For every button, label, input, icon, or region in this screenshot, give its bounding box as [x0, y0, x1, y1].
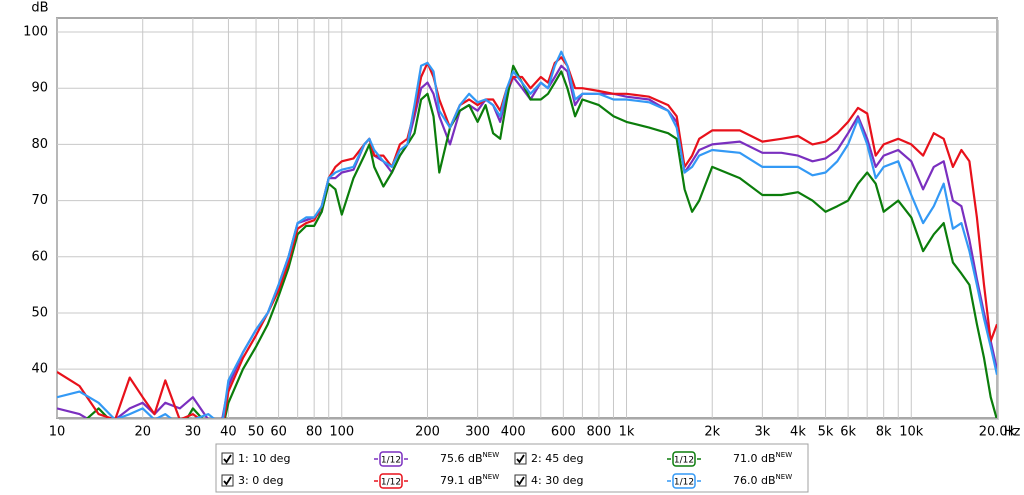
x-tick-label: 5k [818, 425, 834, 440]
legend-checkmark [223, 454, 232, 464]
legend-checkmark [516, 476, 525, 486]
x-tick-label: 10k [899, 425, 924, 440]
x-tick-label: 100 [329, 425, 354, 440]
x-tick-label: 20 [134, 425, 151, 440]
y-tick-label: 70 [31, 193, 48, 208]
x-tick-label: 50 [248, 425, 265, 440]
x-tick-label: 30 [185, 425, 202, 440]
y-tick-label: 60 [31, 249, 48, 264]
x-tick-label: 10 [49, 425, 66, 440]
smoothing-label: 1/12 [381, 456, 401, 466]
x-tick-label: 200 [415, 425, 440, 440]
x-tick-label: 300 [465, 425, 490, 440]
x-tick-label: 600 [551, 425, 576, 440]
x-tick-label: 60 [270, 425, 287, 440]
legend-checkmark [223, 476, 232, 486]
plot-area [56, 17, 998, 419]
legend-level: 75.6 dBNEW [440, 451, 499, 465]
smoothing-box[interactable] [672, 451, 696, 467]
x-tick-label: 1k [619, 425, 635, 440]
legend-level: 71.0 dBNEW [733, 451, 792, 465]
legend-entries: 1: 10 deg 1/12 75.6 dBNEW 2: 45 deg 1/12 71.0… [221, 451, 792, 489]
x-tick-label: 40 [220, 425, 237, 440]
legend-level: 76.0 dBNEW [733, 473, 792, 487]
tick-labels: 40 50 60 70 80 90 100 10 20 30 40 50 60 80 100 200 300 40… [23, 25, 1016, 440]
level-badge: NEW [776, 473, 793, 481]
smoothing-label: 1/12 [674, 456, 694, 466]
level-label: 79.1 dB [440, 474, 483, 487]
y-tick-label: 80 [31, 137, 48, 152]
legend-checkbox[interactable] [514, 474, 527, 487]
level-badge: NEW [776, 451, 793, 459]
x-tick-label: 6k [840, 425, 856, 440]
legend-checkbox[interactable] [514, 452, 527, 465]
smoothing-box[interactable] [672, 473, 696, 489]
legend-level: 79.1 dBNEW [440, 473, 499, 487]
legend-name: 4: 30 deg [531, 474, 583, 487]
legend-checkbox[interactable] [221, 474, 234, 487]
legend-name: 3: 0 deg [238, 474, 283, 487]
level-badge: NEW [483, 451, 500, 459]
y-tick-label: 90 [31, 81, 48, 96]
x-tick-label: 20.0k [979, 425, 1016, 440]
x-tick-label: 80 [306, 425, 323, 440]
level-badge: NEW [483, 473, 500, 481]
level-label: 71.0 dB [733, 452, 776, 465]
legend-name: 2: 45 deg [531, 452, 583, 465]
x-tick-label: 800 [587, 425, 612, 440]
y-tick-label: 100 [23, 25, 48, 40]
x-tick-label: 4k [790, 425, 806, 440]
smoothing-label: 1/12 [674, 478, 694, 488]
smoothing-box[interactable] [379, 473, 403, 489]
level-label: 76.0 dB [733, 474, 776, 487]
series-line [86, 64, 997, 418]
y-unit: dB [31, 1, 48, 16]
lines [57, 50, 997, 418]
y-tick-label: 40 [31, 362, 48, 377]
smoothing-box[interactable] [379, 451, 403, 467]
x-tick-label: 2k [704, 425, 720, 440]
legend-name: 1: 10 deg [238, 452, 290, 465]
x-unit: Hz [1004, 425, 1021, 440]
x-tick-label: 400 [501, 425, 526, 440]
x-tick-label: 8k [876, 425, 892, 440]
series-line [57, 50, 997, 418]
smoothing-label: 1/12 [381, 478, 401, 488]
legend-checkbox[interactable] [221, 452, 234, 465]
legend-checkmark [516, 454, 525, 464]
y-tick-label: 50 [31, 305, 48, 320]
legend [215, 443, 809, 493]
level-label: 75.6 dB [440, 452, 483, 465]
x-tick-label: 3k [754, 425, 770, 440]
